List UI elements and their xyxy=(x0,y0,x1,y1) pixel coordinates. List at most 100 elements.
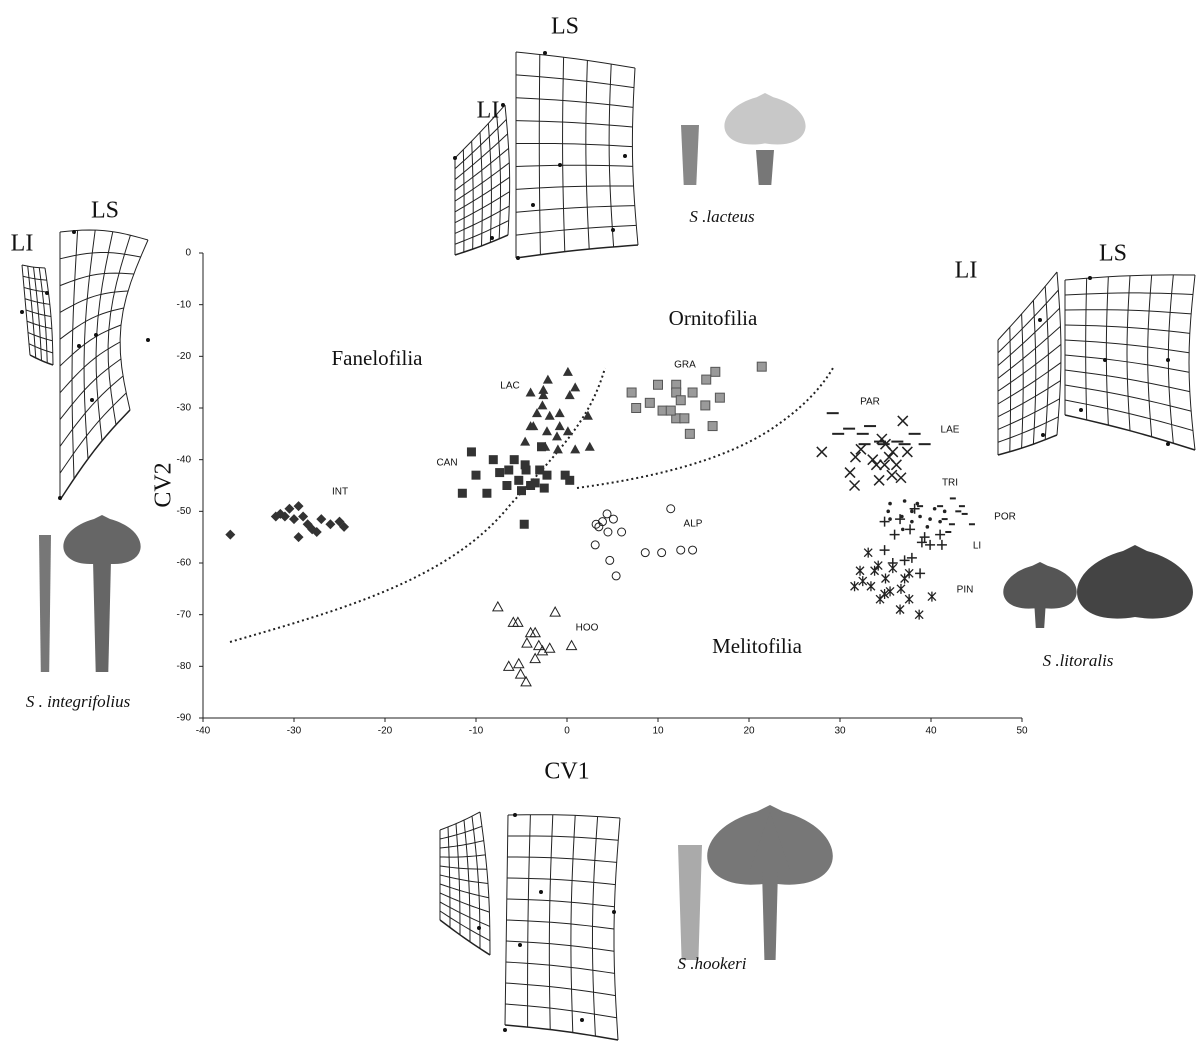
x-tick-label: -20 xyxy=(378,726,393,737)
point xyxy=(711,367,720,376)
point xyxy=(926,525,930,529)
y-axis-label: CV2 xyxy=(151,462,177,507)
point xyxy=(514,659,524,668)
point xyxy=(316,514,326,524)
series-label: ALP xyxy=(684,519,703,530)
point xyxy=(897,584,905,594)
y-tick-label: 0 xyxy=(185,248,191,259)
point xyxy=(918,515,922,519)
landmark xyxy=(94,333,98,337)
grid-line xyxy=(508,836,619,840)
point xyxy=(591,541,599,549)
series-label: GRA xyxy=(674,360,696,371)
point xyxy=(632,404,641,413)
point xyxy=(531,478,540,487)
point xyxy=(294,532,304,542)
grid-line xyxy=(516,225,636,235)
panel-label: LS xyxy=(1099,241,1127,267)
species-label: S .hookeri xyxy=(678,954,747,973)
point xyxy=(520,437,530,446)
point xyxy=(925,540,935,550)
point xyxy=(895,514,905,524)
landmark xyxy=(531,203,535,207)
series-label: HOO xyxy=(576,623,599,634)
x-axis-label: CV1 xyxy=(544,759,589,785)
point xyxy=(689,546,697,554)
grid-line xyxy=(506,983,616,996)
grid-line xyxy=(1148,275,1152,437)
grid-line xyxy=(609,64,613,247)
deformation-grid xyxy=(1065,275,1195,450)
point xyxy=(612,572,620,580)
grid-line xyxy=(516,245,638,258)
point xyxy=(542,426,552,435)
landmark xyxy=(1166,358,1170,362)
point xyxy=(901,528,905,532)
point xyxy=(680,414,689,423)
point xyxy=(543,375,553,384)
grid-line xyxy=(505,1004,616,1018)
grid-line xyxy=(516,165,633,166)
point xyxy=(606,556,614,564)
point xyxy=(542,471,551,480)
point xyxy=(565,390,575,399)
point xyxy=(585,442,595,451)
point xyxy=(905,594,913,604)
species-label: S .litoralis xyxy=(1043,651,1114,670)
landmark xyxy=(612,910,616,914)
point xyxy=(604,528,612,536)
grid-line xyxy=(480,132,482,246)
point xyxy=(567,641,577,650)
point xyxy=(526,388,536,397)
point xyxy=(553,444,563,453)
figure: CV1 CV2 -90-80-70-60-50-40-30-20-100-40-… xyxy=(0,0,1196,1047)
grid-line xyxy=(505,1025,618,1040)
point xyxy=(654,380,663,389)
y-tick-label: -60 xyxy=(177,558,192,569)
y-tick-label: -70 xyxy=(177,609,192,620)
deformation-grid xyxy=(516,52,638,258)
point xyxy=(920,532,930,542)
point xyxy=(225,530,235,540)
grid-line xyxy=(1106,277,1108,425)
point xyxy=(757,362,766,371)
grid-line xyxy=(1189,275,1195,450)
point xyxy=(540,484,549,493)
point xyxy=(901,574,909,584)
point xyxy=(482,489,491,498)
grid-line xyxy=(998,308,1060,365)
landmark xyxy=(1038,318,1042,322)
grid-line xyxy=(440,902,490,926)
panel-label: LS xyxy=(548,788,571,810)
landmark xyxy=(58,496,62,500)
point xyxy=(545,643,555,652)
grid-line xyxy=(614,818,620,1040)
grid-line xyxy=(120,240,148,410)
point xyxy=(658,549,666,557)
grid-line xyxy=(60,273,134,286)
landmark xyxy=(611,228,615,232)
grid-line xyxy=(472,141,474,249)
grid-line xyxy=(1065,415,1195,450)
x-tick-label: -40 xyxy=(196,726,211,737)
point xyxy=(903,499,907,503)
point xyxy=(618,528,626,536)
flower-limb xyxy=(1077,545,1193,619)
series-label: TRI xyxy=(942,478,958,489)
point xyxy=(609,515,617,523)
point xyxy=(917,537,927,547)
point xyxy=(552,431,562,440)
point xyxy=(545,411,555,420)
flower-tube xyxy=(39,535,51,672)
point xyxy=(856,444,866,454)
grid-line xyxy=(440,841,484,848)
grid-line xyxy=(84,230,95,459)
landmark xyxy=(20,310,24,314)
series-label: POR xyxy=(994,512,1016,523)
point xyxy=(289,514,299,524)
point xyxy=(907,553,917,563)
point xyxy=(658,406,667,415)
point xyxy=(859,576,867,586)
point xyxy=(896,605,904,615)
point xyxy=(882,574,890,584)
